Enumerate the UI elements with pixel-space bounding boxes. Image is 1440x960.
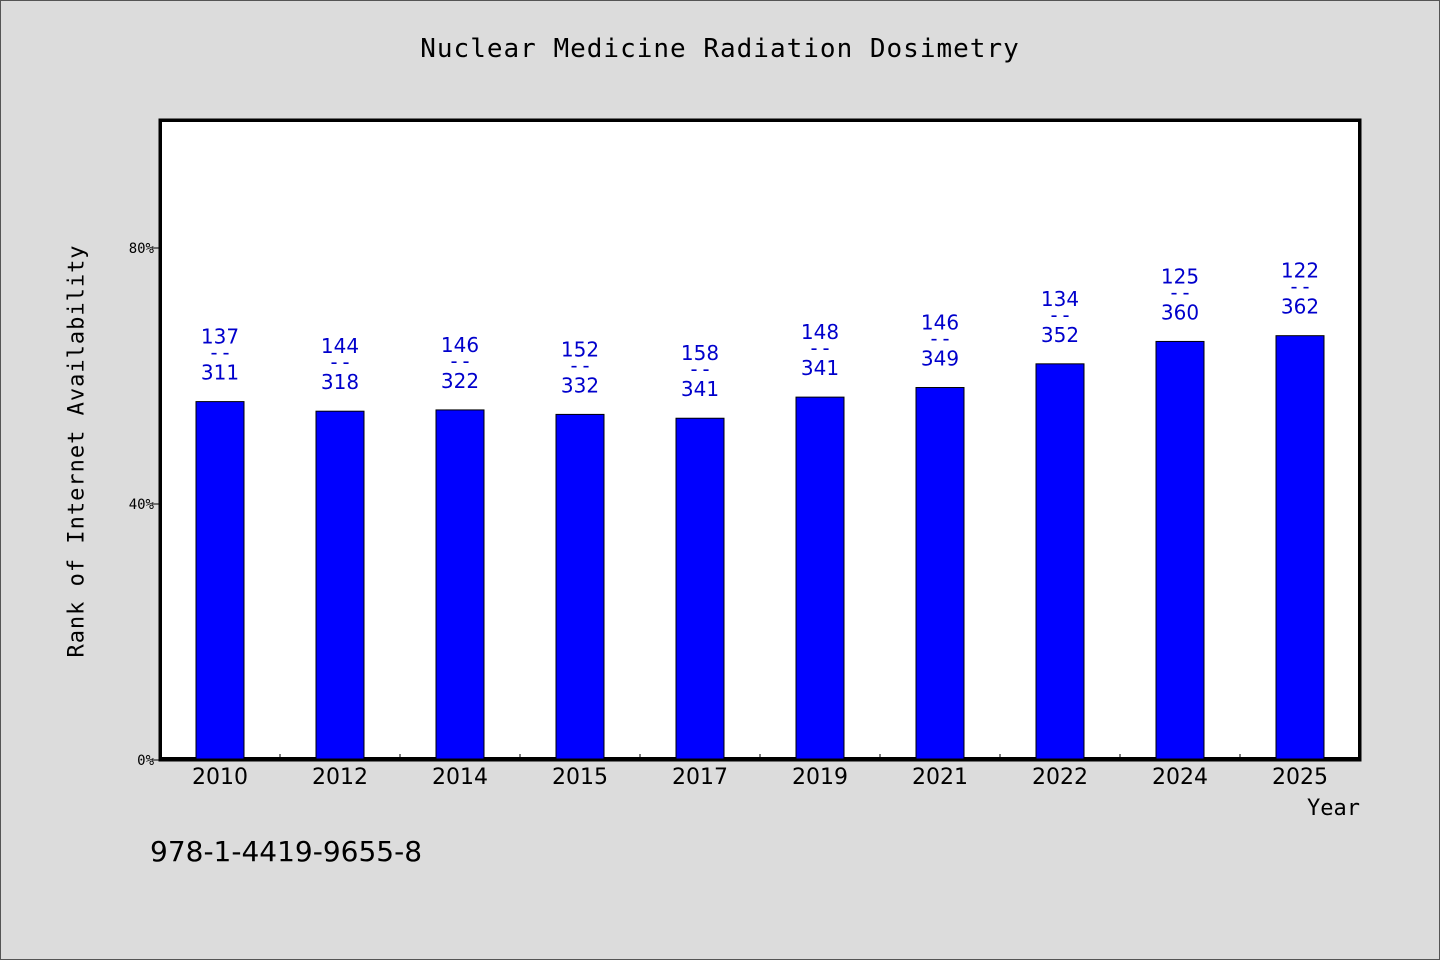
data-label-top: 122 bbox=[1281, 259, 1319, 283]
isbn-text: 978-1-4419-9655-8 bbox=[150, 835, 423, 868]
data-label-top: 158 bbox=[681, 341, 719, 365]
bar bbox=[315, 410, 365, 761]
data-label-top: 146 bbox=[441, 333, 479, 357]
bar bbox=[795, 396, 845, 761]
chart-title: Nuclear Medicine Radiation Dosimetry bbox=[420, 34, 1020, 64]
data-label-top: 152 bbox=[561, 337, 599, 361]
x-tick-label: 2021 bbox=[912, 765, 968, 790]
data-label-top: 148 bbox=[801, 320, 839, 344]
x-tick-label: 2012 bbox=[312, 765, 368, 790]
data-label-top: 144 bbox=[321, 334, 359, 358]
data-label-bottom: 341 bbox=[801, 356, 839, 380]
x-tick-label: 2019 bbox=[792, 765, 848, 790]
data-label-separator: -- bbox=[1168, 280, 1192, 304]
y-tick-label: 80% bbox=[129, 241, 155, 257]
x-axis-label: Year bbox=[1307, 796, 1360, 821]
plot-border bbox=[158, 118, 1362, 762]
data-label-top: 137 bbox=[201, 325, 239, 349]
data-label-top: 146 bbox=[921, 311, 959, 335]
data-label-bottom: 341 bbox=[681, 377, 719, 401]
data-label-separator: -- bbox=[568, 353, 592, 377]
x-tick-label: 2010 bbox=[192, 765, 248, 790]
data-label-separator: -- bbox=[928, 327, 952, 351]
bar bbox=[555, 413, 605, 761]
data-label-separator: -- bbox=[808, 336, 832, 360]
x-tick-label: 2024 bbox=[1152, 765, 1208, 790]
bar bbox=[1155, 340, 1205, 761]
bar bbox=[675, 417, 725, 761]
data-label-bottom: 362 bbox=[1281, 295, 1319, 319]
data-label-bottom: 322 bbox=[441, 369, 479, 393]
data-label-bottom: 318 bbox=[321, 370, 359, 394]
data-label-separator: -- bbox=[328, 350, 352, 374]
x-tick-label: 2022 bbox=[1032, 765, 1088, 790]
data-label-separator: -- bbox=[448, 349, 472, 373]
data-label-bottom: 349 bbox=[921, 347, 959, 371]
bar bbox=[915, 387, 965, 761]
data-label-bottom: 311 bbox=[201, 361, 239, 385]
bar bbox=[435, 409, 485, 761]
y-tick-label: 40% bbox=[129, 497, 155, 513]
y-axis-label: Rank of Internet Availability bbox=[64, 244, 90, 658]
bar bbox=[1035, 363, 1085, 761]
data-label-separator: -- bbox=[208, 341, 232, 365]
data-label-top: 134 bbox=[1041, 287, 1079, 311]
x-tick-label: 2025 bbox=[1272, 765, 1328, 790]
x-tick-label: 2017 bbox=[672, 765, 728, 790]
data-label-bottom: 352 bbox=[1041, 323, 1079, 347]
data-label-separator: -- bbox=[1288, 275, 1312, 299]
bar bbox=[1275, 335, 1325, 761]
data-label-separator: -- bbox=[688, 357, 712, 381]
data-label-separator: -- bbox=[1048, 303, 1072, 327]
y-tick-label: 0% bbox=[137, 753, 154, 769]
data-label-top: 125 bbox=[1161, 264, 1199, 288]
x-tick-label: 2014 bbox=[432, 765, 488, 790]
bar bbox=[195, 401, 245, 761]
x-tick-label: 2015 bbox=[552, 765, 608, 790]
data-label-bottom: 332 bbox=[561, 373, 599, 397]
data-label-bottom: 360 bbox=[1161, 300, 1199, 324]
